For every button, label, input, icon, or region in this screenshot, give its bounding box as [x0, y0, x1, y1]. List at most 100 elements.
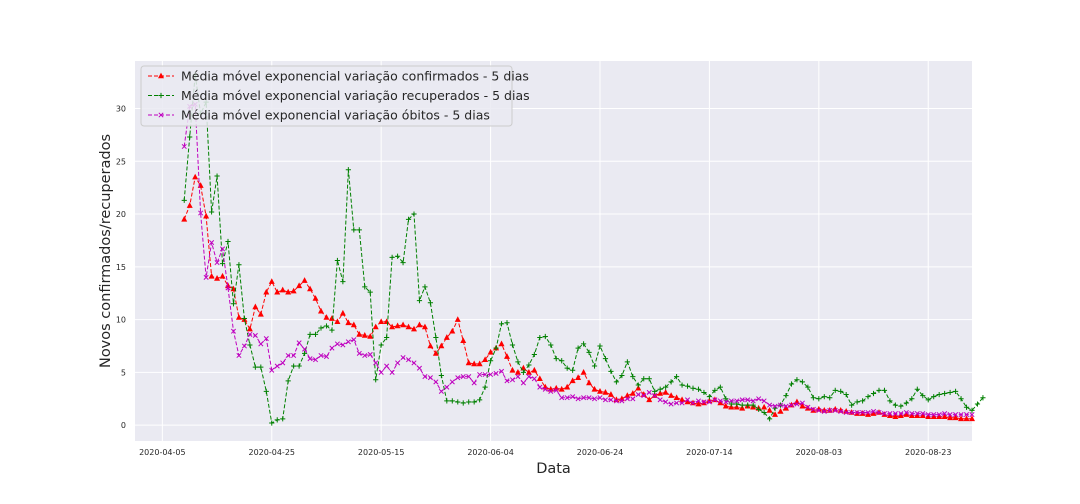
- data-point: [214, 260, 220, 266]
- data-point: [903, 411, 910, 417]
- y-axis-title: Novos confirmados/recuperados: [98, 134, 114, 368]
- data-point: [526, 374, 532, 380]
- data-point: [187, 134, 193, 140]
- data-point: [925, 397, 931, 403]
- x-tick-label: 2020-08-23: [905, 448, 952, 457]
- data-point: [635, 382, 641, 388]
- data-point: [553, 387, 559, 393]
- data-point: [854, 399, 860, 405]
- data-point: [876, 409, 882, 416]
- data-point: [914, 386, 920, 392]
- data-point: [668, 379, 674, 385]
- data-point: [564, 395, 570, 401]
- data-point: [810, 395, 816, 401]
- data-point: [296, 363, 302, 369]
- y-tick-label: 15: [116, 263, 126, 272]
- series-plus: [181, 72, 986, 426]
- data-point: [509, 342, 516, 348]
- data-point: [925, 413, 932, 420]
- x-tick-label: 2020-06-04: [467, 448, 514, 457]
- data-point: [870, 390, 877, 397]
- legend-entry: Média móvel exponencial variação óbitos …: [148, 108, 490, 123]
- data-point: [750, 402, 756, 408]
- data-point: [657, 397, 663, 403]
- data-point: [898, 411, 904, 417]
- data-point: [646, 396, 653, 403]
- data-point: [766, 406, 773, 413]
- data-point: [591, 385, 598, 392]
- data-point: [454, 316, 461, 322]
- data-point: [662, 389, 669, 395]
- data-point: [876, 387, 882, 393]
- data-point: [838, 408, 844, 414]
- data-point: [980, 395, 986, 401]
- data-point: [219, 261, 226, 267]
- data-point: [684, 383, 691, 389]
- data-point: [816, 407, 822, 413]
- data-point: [930, 413, 937, 420]
- data-point: [816, 396, 822, 402]
- data-point: [526, 362, 532, 368]
- data-point: [602, 356, 609, 362]
- data-point: [498, 340, 505, 347]
- data-point: [739, 402, 745, 408]
- data-point: [701, 399, 707, 405]
- data-point: [624, 359, 630, 365]
- data-point: [832, 407, 838, 413]
- data-point: [931, 412, 937, 418]
- x-tick-label: 2020-04-25: [249, 448, 296, 457]
- data-point: [909, 396, 915, 402]
- data-point: [663, 384, 669, 390]
- data-point: [849, 402, 855, 408]
- y-tick-label: 30: [116, 105, 126, 114]
- data-point: [881, 387, 888, 393]
- data-point: [263, 388, 269, 394]
- data-point: [963, 404, 970, 410]
- data-point: [504, 320, 510, 326]
- data-point: [679, 396, 686, 403]
- data-point: [378, 369, 384, 375]
- data-point: [969, 412, 975, 418]
- x-tick-label: 2020-06-24: [577, 448, 624, 457]
- data-point: [405, 216, 412, 222]
- data-point: [493, 370, 499, 376]
- data-point: [865, 411, 872, 417]
- x-tick-labels: 2020-04-05 2020-04-25 2020-05-15 2020-06-04…: [139, 448, 951, 457]
- data-point: [613, 398, 619, 404]
- data-point: [777, 408, 784, 414]
- data-point: [323, 314, 330, 320]
- legend-label: Média móvel exponencial variação confirm…: [181, 69, 529, 84]
- data-point: [471, 360, 478, 367]
- x-tick-label: 2020-04-05: [139, 448, 186, 457]
- data-point: [230, 328, 237, 334]
- data-point: [307, 331, 313, 337]
- data-point: [963, 412, 970, 418]
- data-point: [384, 334, 390, 341]
- data-point: [487, 358, 494, 364]
- data-point: [728, 403, 735, 410]
- data-point: [941, 413, 948, 420]
- data-point: [340, 279, 346, 285]
- data-point: [767, 402, 773, 408]
- data-point: [821, 408, 827, 414]
- data-point: [936, 412, 942, 418]
- data-point: [394, 253, 401, 259]
- data-point: [788, 402, 795, 408]
- data-point: [537, 384, 543, 390]
- data-point: [334, 257, 341, 264]
- data-point: [427, 342, 434, 349]
- data-point: [717, 384, 723, 390]
- data-point: [208, 272, 215, 279]
- data-point: [488, 371, 494, 378]
- data-point: [340, 342, 346, 348]
- data-point: [373, 360, 379, 366]
- data-point: [783, 393, 789, 399]
- data-point: [339, 309, 346, 316]
- data-point: [663, 399, 669, 405]
- data-point: [514, 368, 521, 375]
- data-point: [635, 392, 641, 398]
- data-point: [318, 325, 324, 331]
- data-point: [460, 400, 466, 406]
- data-point: [537, 334, 543, 341]
- data-point: [695, 398, 702, 404]
